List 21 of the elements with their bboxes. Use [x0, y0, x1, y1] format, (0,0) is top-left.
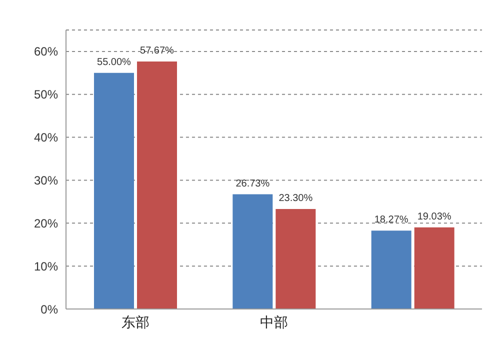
y-tick-label: 30% [34, 173, 58, 188]
y-tick-label: 0% [40, 302, 58, 316]
bar [232, 194, 273, 309]
y-tick-label: 10% [34, 259, 58, 274]
data-label: 57.67% [140, 45, 174, 56]
data-label: 55.00% [97, 56, 132, 68]
bar [414, 227, 454, 309]
bar [94, 72, 134, 309]
y-tick-label: 40% [34, 130, 58, 145]
data-label: 26.73% [236, 178, 270, 190]
bar [137, 61, 177, 309]
bar [371, 230, 412, 309]
x-tick-label: 中部 [260, 314, 288, 330]
bar [276, 208, 316, 309]
y-tick-label: 20% [34, 216, 58, 230]
x-tick-label: 东部 [121, 314, 150, 330]
data-label: 19.03% [417, 211, 452, 222]
y-tick-label: 50% [34, 88, 58, 102]
y-tick-label: 60% [34, 44, 58, 59]
data-label: 18.27% [374, 214, 408, 226]
data-label: 23.30% [278, 192, 313, 204]
